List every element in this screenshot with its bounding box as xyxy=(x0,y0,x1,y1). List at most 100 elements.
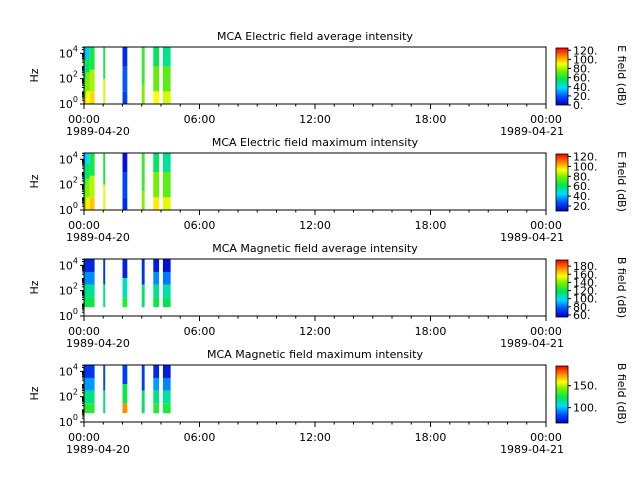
x-tick-label: 12:00 xyxy=(299,219,331,232)
spectrogram-cell xyxy=(103,284,106,308)
spectrogram-cell xyxy=(84,377,95,391)
spectrogram-cell xyxy=(84,259,95,272)
x-tick-label: 00:00 xyxy=(530,113,562,126)
y-tick-base: 10 xyxy=(59,204,73,217)
y-tick-base: 10 xyxy=(59,310,73,323)
spectrogram-cell xyxy=(153,377,160,391)
colorbar-tick-label: 80. xyxy=(573,63,591,76)
spectrogram-cell xyxy=(162,284,171,298)
x-date-label: 1989-04-20 xyxy=(66,443,130,456)
colorbar xyxy=(555,259,569,318)
y-tick-base: 10 xyxy=(59,259,73,272)
x-tick-label: 00:00 xyxy=(68,113,100,126)
y-tick-base: 10 xyxy=(59,391,73,404)
spectrogram-cell xyxy=(89,69,95,92)
colorbar xyxy=(555,47,569,106)
y-tick-label: 102 xyxy=(59,176,78,192)
spectrogram-cell xyxy=(84,59,86,79)
colorbar-tick-label: 80. xyxy=(573,301,591,314)
chart-panel: MCA Electric field average intensity1001… xyxy=(28,30,628,138)
colorbar-tick-label: 120. xyxy=(573,44,598,57)
spectrogram-cell xyxy=(153,172,160,198)
spectrogram-cell xyxy=(103,365,106,391)
spectrogram-cell xyxy=(85,178,90,198)
spectrogram-cell xyxy=(162,259,171,272)
spectrogram-cell xyxy=(122,153,128,173)
y-axis-label: Hz xyxy=(28,386,41,400)
spectrogram-cell xyxy=(84,203,86,210)
colorbar-tick-label: 150. xyxy=(573,380,598,393)
spectrogram-cell xyxy=(153,403,160,414)
spectrogram-cell xyxy=(85,72,90,92)
spectrogram-cell xyxy=(84,47,86,60)
x-date-label: 1989-04-21 xyxy=(500,125,564,138)
x-tick-label: 00:00 xyxy=(68,325,100,338)
colorbar-tick-label: 60. xyxy=(573,309,591,322)
chart-title: MCA Electric field maximum intensity xyxy=(212,136,419,149)
spectrogram-cell xyxy=(162,297,171,308)
y-tick-label: 102 xyxy=(59,388,78,404)
chart-panel: MCA Magnetic field average intensity1001… xyxy=(28,242,628,350)
spectrogram-cell xyxy=(162,47,171,67)
colorbar-tick-label: 20. xyxy=(573,90,591,103)
x-date-label: 1989-04-21 xyxy=(500,443,564,456)
y-axis-label: Hz xyxy=(28,68,41,82)
spectrogram-cell xyxy=(85,47,90,58)
y-tick-base: 10 xyxy=(59,153,73,166)
colorbar-tick-label: 120. xyxy=(573,150,598,163)
spectrogram-cell xyxy=(103,390,106,414)
y-tick-label: 100 xyxy=(59,307,78,323)
y-tick-label: 102 xyxy=(59,282,78,298)
y-tick-exp: 4 xyxy=(73,362,78,371)
x-tick-label: 00:00 xyxy=(530,431,562,444)
colorbar-label: E field (dB) xyxy=(615,45,628,106)
x-tick-label: 18:00 xyxy=(415,219,447,232)
spectrogram-cell xyxy=(162,377,171,391)
spectrogram-cell xyxy=(122,259,128,279)
y-tick-exp: 4 xyxy=(73,44,78,53)
spectrogram-cell xyxy=(162,365,171,378)
x-date-label: 1989-04-20 xyxy=(66,337,130,350)
y-tick-label: 104 xyxy=(59,150,78,166)
spectrogram-cell xyxy=(103,78,106,104)
y-tick-exp: 0 xyxy=(73,201,78,210)
spectrogram-cell xyxy=(84,403,95,414)
colorbar-tick-label: 60. xyxy=(573,180,591,193)
spectrogram-cell xyxy=(141,365,145,391)
colorbar-tick-label: 160. xyxy=(573,268,598,281)
spectrogram-cell xyxy=(84,97,86,104)
spectrogram-cell xyxy=(84,390,95,404)
y-tick-base: 10 xyxy=(59,365,73,378)
colorbar-tick-label: 180. xyxy=(573,260,598,273)
spectrogram-cell xyxy=(89,153,95,176)
spectrogram-cell xyxy=(162,91,171,104)
y-tick-label: 100 xyxy=(59,201,78,217)
colorbar-label: E field (dB) xyxy=(615,151,628,212)
spectrogram-cell xyxy=(141,85,145,104)
spectrogram-cell xyxy=(89,175,95,198)
spectrogram-cell xyxy=(153,365,160,378)
x-tick-label: 06:00 xyxy=(184,113,216,126)
spectrogram-cell xyxy=(153,284,160,298)
x-tick-label: 06:00 xyxy=(184,219,216,232)
spectrogram-cell xyxy=(162,66,171,92)
x-tick-label: 06:00 xyxy=(184,325,216,338)
spectrogram-cell xyxy=(153,197,160,210)
colorbar-tick-label: 140. xyxy=(573,276,598,289)
spectrogram-cell xyxy=(141,47,145,86)
colorbar-tick-label: 80. xyxy=(573,170,591,183)
spectrogram-cell xyxy=(84,284,95,298)
colorbar-tick-label: 100. xyxy=(573,402,598,415)
x-date-label: 1989-04-20 xyxy=(66,125,130,138)
chart-panel: MCA Electric field maximum intensity1001… xyxy=(28,136,628,244)
x-tick-label: 00:00 xyxy=(68,219,100,232)
spectrogram-cell xyxy=(153,390,160,404)
x-date-label: 1989-04-20 xyxy=(66,231,130,244)
y-axis-label: Hz xyxy=(28,174,41,188)
colorbar-tick-label: 100. xyxy=(573,293,598,306)
y-tick-label: 100 xyxy=(59,95,78,111)
colorbar xyxy=(555,365,569,424)
spectrogram-cell xyxy=(153,153,160,173)
colorbar-tick-label: 40. xyxy=(573,81,591,94)
